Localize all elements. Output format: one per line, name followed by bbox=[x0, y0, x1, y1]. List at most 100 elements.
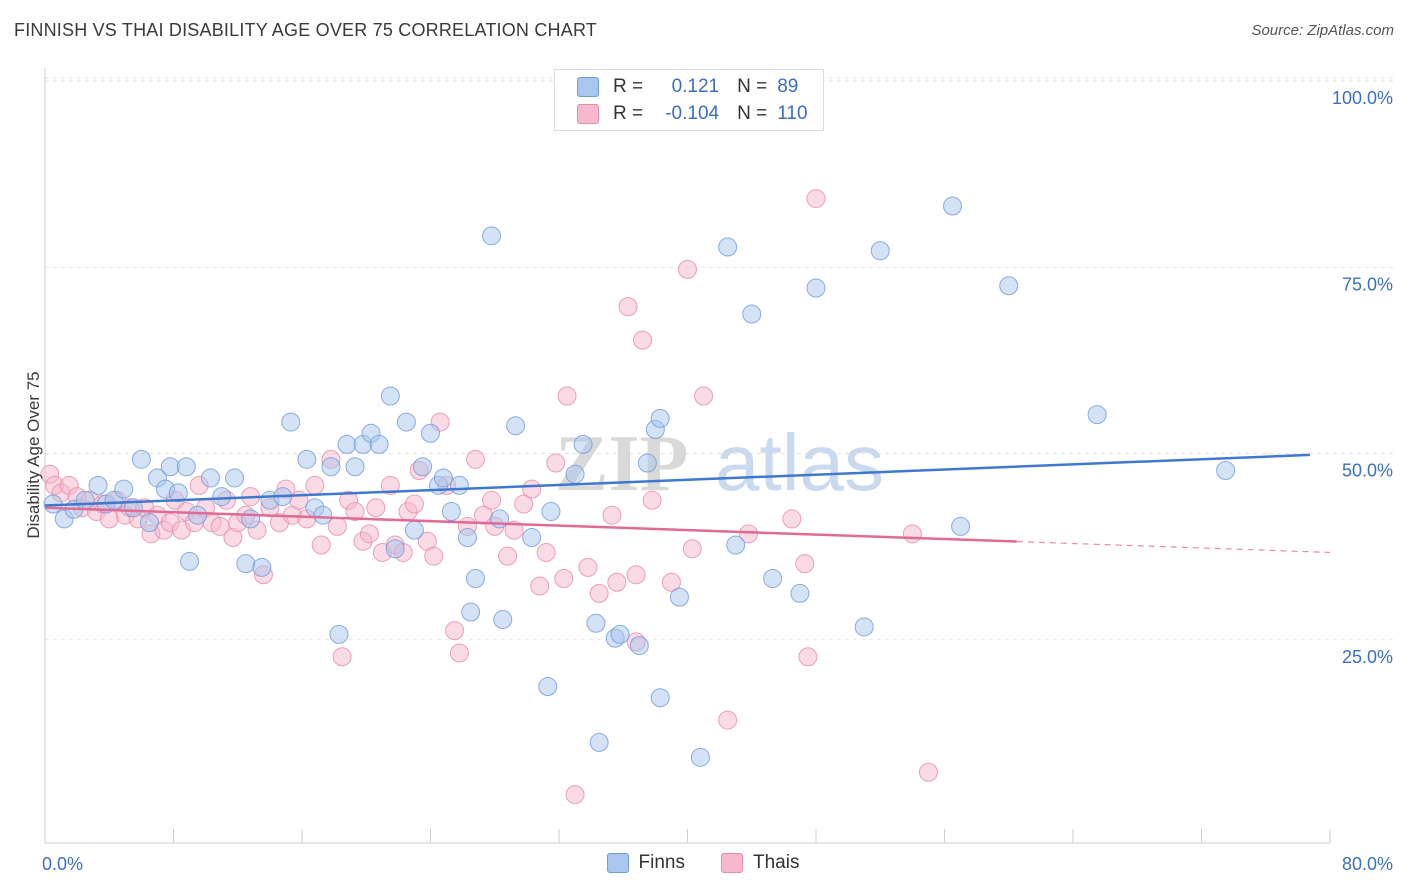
data-point-finns bbox=[538, 677, 558, 697]
data-point-thais bbox=[327, 516, 347, 536]
data-point-finns bbox=[690, 747, 710, 767]
data-point-finns bbox=[313, 505, 333, 525]
data-point-finns bbox=[637, 453, 657, 473]
y-tick-label: 75.0% bbox=[1342, 274, 1393, 294]
data-point-finns bbox=[236, 554, 256, 574]
n-label: N = bbox=[737, 76, 768, 97]
data-point-thais bbox=[554, 569, 574, 589]
data-point-thais bbox=[739, 524, 759, 544]
data-point-finns bbox=[385, 539, 405, 559]
data-point-thais bbox=[380, 475, 400, 495]
data-point-thais bbox=[682, 539, 702, 559]
thais-swatch bbox=[577, 104, 599, 124]
y-axis-label: Disability Age Over 75 bbox=[24, 371, 43, 539]
trend-line-finns bbox=[44, 453, 1311, 507]
legend-item-finns[interactable]: Finns bbox=[606, 852, 685, 874]
data-point-finns bbox=[200, 468, 220, 488]
y-tick-label: 100.0% bbox=[1332, 88, 1393, 108]
legend-row-finns: R = 0.121 N = 89 bbox=[577, 74, 817, 100]
data-point-thais bbox=[806, 189, 826, 209]
r-value-thais: -0.104 bbox=[665, 103, 720, 124]
data-point-finns bbox=[870, 241, 890, 261]
y-tick-label: 25.0% bbox=[1342, 647, 1393, 667]
data-point-finns bbox=[75, 490, 95, 510]
finns-swatch bbox=[577, 77, 599, 97]
legend-label-finns: Finns bbox=[638, 852, 685, 873]
data-point-thais bbox=[359, 524, 379, 544]
data-point-thais bbox=[522, 479, 542, 499]
r-label: R = bbox=[613, 103, 644, 124]
series-legend: Finns Thais bbox=[0, 852, 1406, 874]
data-point-thais bbox=[504, 520, 524, 540]
data-point-finns bbox=[281, 412, 301, 432]
data-point-finns bbox=[951, 516, 971, 536]
data-point-thais bbox=[918, 762, 938, 782]
data-point-finns bbox=[650, 408, 670, 428]
legend-row-thais: R = -0.104 N = 110 bbox=[577, 101, 817, 127]
data-point-thais bbox=[589, 583, 609, 603]
data-point-finns bbox=[629, 636, 649, 656]
data-point-finns bbox=[854, 617, 874, 637]
data-point-finns bbox=[380, 386, 400, 406]
data-point-finns bbox=[742, 304, 762, 324]
data-point-finns bbox=[252, 557, 272, 577]
data-point-thais bbox=[798, 647, 818, 667]
data-point-finns bbox=[790, 583, 810, 603]
source-label: Source: ZipAtlas.com bbox=[1251, 22, 1394, 39]
data-point-finns bbox=[493, 610, 513, 629]
data-point-thais bbox=[305, 475, 325, 495]
data-point-finns bbox=[457, 528, 477, 548]
n-label: N = bbox=[737, 103, 768, 124]
data-point-thais bbox=[602, 505, 622, 525]
data-point-finns bbox=[999, 276, 1019, 296]
data-point-finns bbox=[943, 196, 963, 216]
data-point-finns bbox=[421, 423, 440, 443]
x-tick-label: 80.0% bbox=[1342, 854, 1393, 874]
data-point-finns bbox=[88, 475, 108, 495]
data-point-finns bbox=[345, 457, 365, 477]
correlation-legend: R = 0.121 N = 89 R = -0.104 N = 110 bbox=[554, 69, 824, 131]
data-point-thais bbox=[449, 643, 469, 663]
data-point-finns bbox=[589, 732, 609, 752]
data-point-finns bbox=[506, 416, 526, 436]
data-point-finns bbox=[225, 468, 245, 488]
data-point-finns bbox=[726, 535, 746, 555]
watermark-atlas: atlas bbox=[715, 418, 884, 507]
data-point-thais bbox=[678, 259, 697, 279]
data-point-finns bbox=[541, 501, 561, 521]
data-point-finns bbox=[482, 226, 502, 246]
data-point-thais bbox=[482, 490, 502, 510]
data-point-thais bbox=[404, 494, 424, 514]
data-point-finns bbox=[565, 464, 585, 484]
data-point-thais bbox=[782, 509, 802, 529]
data-point-thais bbox=[465, 449, 485, 469]
legend-label-thais: Thais bbox=[753, 852, 800, 873]
data-point-finns bbox=[465, 569, 485, 589]
data-point-finns bbox=[610, 624, 630, 644]
data-point-thais bbox=[424, 546, 444, 566]
data-point-thais bbox=[311, 535, 331, 555]
data-point-finns bbox=[404, 520, 424, 540]
n-value-finns: 89 bbox=[777, 76, 799, 97]
data-point-finns bbox=[188, 505, 208, 525]
n-value-thais: 110 bbox=[777, 103, 808, 124]
data-point-finns bbox=[490, 509, 510, 529]
data-point-finns bbox=[396, 412, 416, 432]
data-point-finns bbox=[241, 509, 261, 529]
data-point-thais bbox=[661, 572, 681, 592]
data-point-finns bbox=[176, 457, 196, 477]
data-point-finns bbox=[449, 475, 469, 495]
data-point-thais bbox=[514, 494, 534, 514]
data-point-thais bbox=[633, 330, 653, 350]
data-point-finns bbox=[329, 624, 349, 644]
data-point-thais bbox=[557, 386, 577, 406]
data-point-thais bbox=[445, 621, 465, 641]
data-point-finns bbox=[212, 487, 232, 507]
data-point-finns bbox=[669, 587, 689, 607]
data-point-finns bbox=[763, 569, 783, 589]
chart-title: FINNISH VS THAI DISABILITY AGE OVER 75 C… bbox=[14, 20, 598, 40]
data-point-thais bbox=[332, 647, 352, 667]
legend-item-thais[interactable]: Thais bbox=[721, 852, 799, 874]
trend-extension-thais bbox=[1016, 540, 1331, 554]
data-point-thais bbox=[642, 490, 662, 510]
